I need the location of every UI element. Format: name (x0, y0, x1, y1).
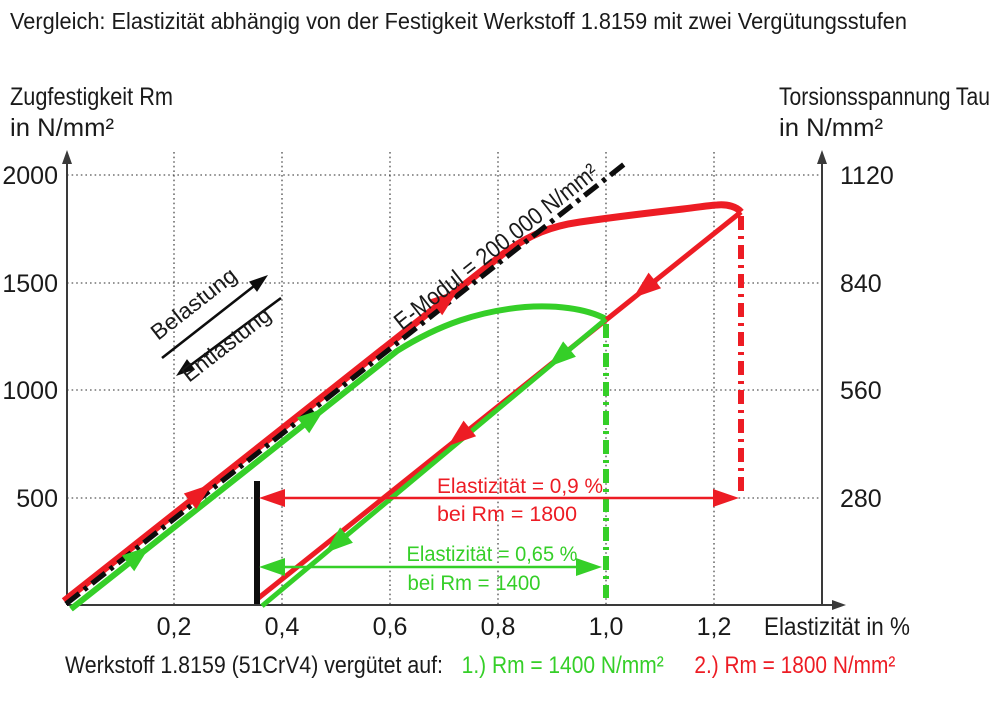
belastung-arrow-icon (249, 275, 268, 292)
green-annotation-line2: bei Rm = 1400 (408, 572, 541, 595)
caption: Werkstoff 1.8159 (51CrV4) vergütet auf: … (65, 652, 895, 679)
red-annotation-line2: bei Rm = 1800 (437, 503, 577, 526)
right-tick-280: 280 (840, 485, 882, 513)
x-axis-arrow-icon (832, 600, 846, 610)
green-loading-arrow-icon (121, 546, 150, 572)
x-axis-title: Elastizität in % (764, 613, 910, 641)
x-tick-0-8: 0,8 (481, 613, 516, 641)
red-measure-left-arrow-icon (259, 489, 285, 507)
green-unloading-arrow-icon (548, 341, 576, 367)
caption-rm1800-label: 2.) Rm = 1800 N/mm² (694, 652, 895, 679)
left-y-axis-arrow-icon (62, 150, 72, 164)
right-tick-840: 840 (840, 270, 882, 298)
x-tick-0-2: 0,2 (157, 613, 192, 641)
left-axis-title-line2: in N/mm² (10, 114, 114, 142)
x-tick-0-6: 0,6 (373, 613, 408, 641)
emodul-dashdot-line (64, 159, 629, 607)
green-annotation-line1: Elastizität = 0,65 % (407, 543, 578, 566)
red-loading-curve (61, 201, 744, 604)
x-tick-0-4: 0,4 (265, 613, 300, 641)
red-unloading-arrow-icon (448, 420, 477, 446)
green-loading-curve (69, 303, 608, 612)
green-unloading-line (260, 317, 608, 608)
vertical-gridlines (173, 152, 715, 605)
green-loading-arrow-icon (296, 408, 325, 434)
red-measure-right-arrow-icon (713, 489, 739, 507)
right-y-axis-arrow-icon (817, 150, 827, 164)
red-loading-arrow-icon (183, 484, 212, 510)
belastung-arrow-line (161, 277, 264, 360)
entlastung-arrow-line (179, 296, 282, 375)
left-tick-2000: 2000 (2, 162, 58, 190)
green-measure-left-arrow-icon (259, 558, 285, 576)
left-tick-500: 500 (16, 485, 58, 513)
caption-material-label: Werkstoff 1.8159 (51CrV4) vergütet auf: (65, 652, 443, 679)
right-tick-1120: 1120 (840, 162, 894, 190)
x-tick-1-0: 1,0 (589, 613, 624, 641)
caption-rm1400-label: 1.) Rm = 1400 N/mm² (462, 652, 664, 679)
green-unloading-arrow-icon (325, 527, 353, 553)
chart-title: Vergleich: Elastizität abhängig von der … (10, 8, 907, 34)
right-axis-title-line1: Torsionsspannung Tau (779, 83, 990, 111)
red-unloading-arrow-icon (633, 272, 662, 298)
entlastung-arrow-icon (176, 359, 195, 376)
x-tick-1-2: 1,2 (697, 613, 732, 641)
right-tick-560: 560 (840, 377, 882, 405)
green-measure-right-arrow-icon (576, 558, 602, 576)
red-annotation-line1: Elastizität = 0,9 % (437, 475, 603, 498)
left-tick-1500: 1500 (2, 270, 58, 298)
left-tick-1000: 1000 (2, 377, 58, 405)
right-axis-title-line2: in N/mm² (779, 114, 883, 142)
left-axis-title-line1: Zugfestigkeit Rm (10, 83, 173, 111)
horizontal-gridlines (67, 174, 822, 499)
red-loading-arrow-icon (429, 290, 458, 316)
